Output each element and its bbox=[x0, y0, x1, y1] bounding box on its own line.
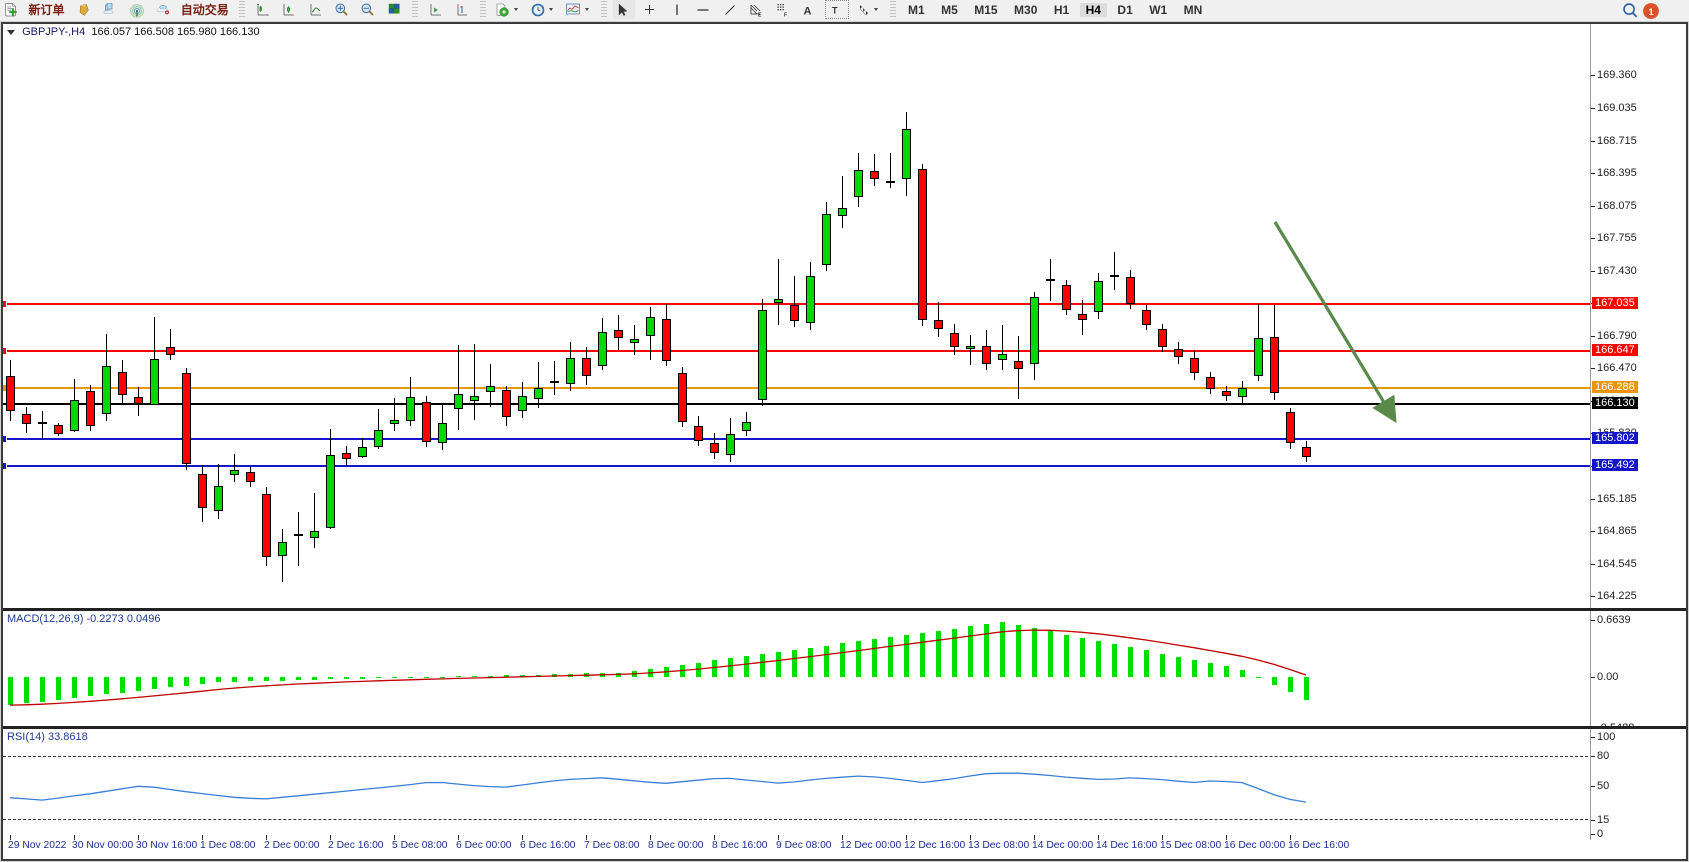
svg-text:A: A bbox=[804, 5, 812, 17]
svg-text:F: F bbox=[784, 12, 787, 18]
svg-text:E: E bbox=[758, 12, 762, 18]
svg-text:1: 1 bbox=[1648, 7, 1654, 18]
svg-text:T: T bbox=[832, 5, 838, 15]
